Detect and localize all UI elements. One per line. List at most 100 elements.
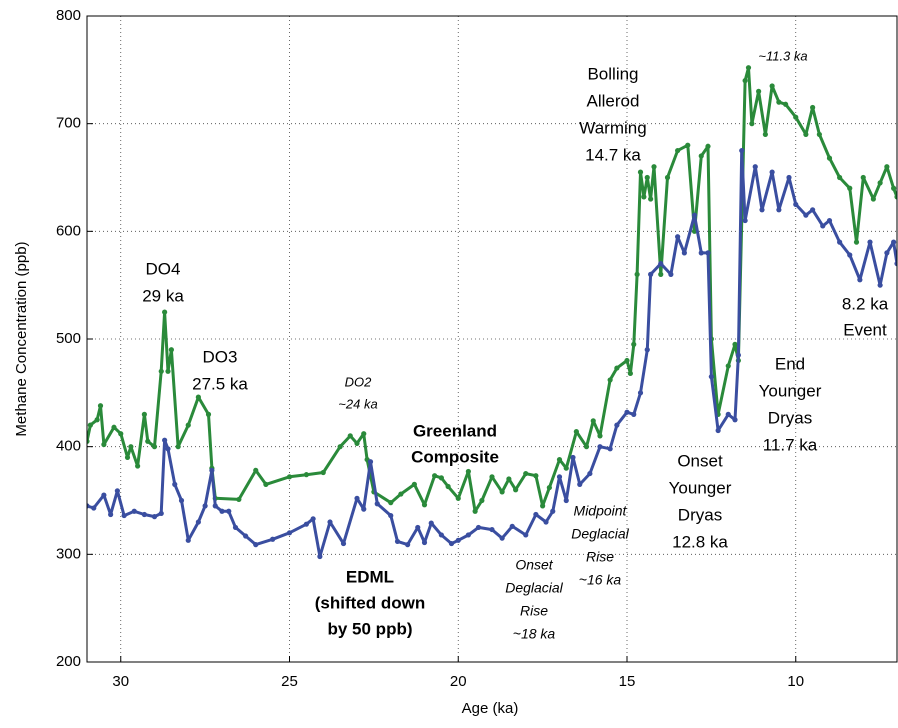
x-tick-label: 20 xyxy=(450,673,467,690)
data-point xyxy=(607,446,613,452)
data-point xyxy=(884,250,890,256)
data-point xyxy=(543,519,549,525)
data-point xyxy=(860,174,866,181)
data-point xyxy=(752,164,758,170)
annotation: Composite xyxy=(411,447,499,466)
data-point xyxy=(87,503,90,509)
data-point xyxy=(810,207,816,213)
data-point xyxy=(438,532,444,538)
annotation: 14.7 ka xyxy=(585,145,641,164)
data-point xyxy=(786,174,792,181)
annotation: Rise xyxy=(586,549,614,565)
plot-frame xyxy=(86,15,898,663)
annotation: Midpoint xyxy=(574,503,628,519)
data-point xyxy=(644,174,650,181)
x-tick-label: 30 xyxy=(112,673,129,690)
y-tick-label: 200 xyxy=(56,653,81,670)
data-point xyxy=(816,131,822,138)
data-point xyxy=(675,147,681,154)
data-point xyxy=(162,309,168,315)
data-point xyxy=(361,506,367,512)
data-point xyxy=(185,537,191,543)
series-line xyxy=(87,149,897,558)
data-point xyxy=(776,207,782,213)
data-point xyxy=(465,468,471,475)
data-point xyxy=(597,433,603,439)
data-point xyxy=(769,83,775,89)
data-point xyxy=(421,539,428,546)
data-point xyxy=(286,530,293,536)
annotation: Deglacial xyxy=(505,580,563,596)
data-point xyxy=(705,143,711,149)
data-point xyxy=(236,496,242,503)
data-point xyxy=(826,155,833,161)
data-point xyxy=(411,481,417,487)
annotation: Bolling xyxy=(587,64,638,83)
annotation: Event xyxy=(843,320,887,339)
data-point xyxy=(762,131,768,138)
data-point xyxy=(415,524,421,531)
data-point xyxy=(705,250,711,256)
data-point xyxy=(506,476,512,482)
data-point xyxy=(367,459,374,465)
data-point xyxy=(361,431,367,437)
data-point xyxy=(583,444,590,450)
annotation: 12.8 ka xyxy=(672,532,728,551)
data-point xyxy=(664,174,671,181)
data-point xyxy=(263,481,269,487)
annotation: Allerod xyxy=(587,91,640,110)
annotation: Greenland xyxy=(413,421,497,440)
data-point xyxy=(303,472,309,478)
data-point xyxy=(499,535,505,541)
data-point xyxy=(337,444,343,450)
data-point xyxy=(91,505,97,511)
data-point xyxy=(820,223,826,229)
data-point xyxy=(253,467,259,473)
data-point xyxy=(232,524,239,531)
data-point xyxy=(708,374,714,380)
data-point xyxy=(894,261,897,267)
data-point xyxy=(648,196,654,202)
series xyxy=(87,147,897,560)
y-tick-label: 800 xyxy=(56,7,81,24)
data-point xyxy=(94,417,100,423)
data-point xyxy=(195,394,201,400)
data-point xyxy=(202,503,208,509)
data-point xyxy=(891,239,897,245)
y-tick-label: 600 xyxy=(56,222,81,239)
data-point xyxy=(884,164,890,170)
data-point xyxy=(394,538,401,545)
data-point xyxy=(803,212,809,218)
data-point xyxy=(715,427,721,434)
data-point xyxy=(847,185,853,191)
data-point xyxy=(489,526,495,533)
data-point xyxy=(205,411,212,417)
data-point xyxy=(128,444,134,450)
data-point xyxy=(759,207,765,213)
annotation: Dryas xyxy=(678,505,722,524)
data-point xyxy=(118,431,124,437)
data-point xyxy=(627,370,633,377)
data-point xyxy=(114,488,120,494)
annotation: Onset xyxy=(515,557,553,573)
data-point xyxy=(634,271,640,277)
data-point xyxy=(607,377,613,383)
data-point xyxy=(499,489,505,495)
data-point xyxy=(681,250,687,256)
data-point xyxy=(853,239,860,245)
annotation: Younger xyxy=(759,381,822,400)
data-point xyxy=(178,497,185,504)
data-point xyxy=(624,357,630,364)
data-point xyxy=(428,520,434,526)
data-point xyxy=(725,363,731,369)
data-point xyxy=(550,508,556,514)
data-point xyxy=(685,142,691,148)
x-tick-label: 10 xyxy=(787,673,804,690)
data-point xyxy=(141,511,147,518)
data-point xyxy=(101,441,107,448)
data-point xyxy=(877,180,883,186)
data-point xyxy=(587,470,593,477)
data-point xyxy=(590,418,596,424)
data-point xyxy=(226,508,232,514)
data-point xyxy=(577,481,583,487)
